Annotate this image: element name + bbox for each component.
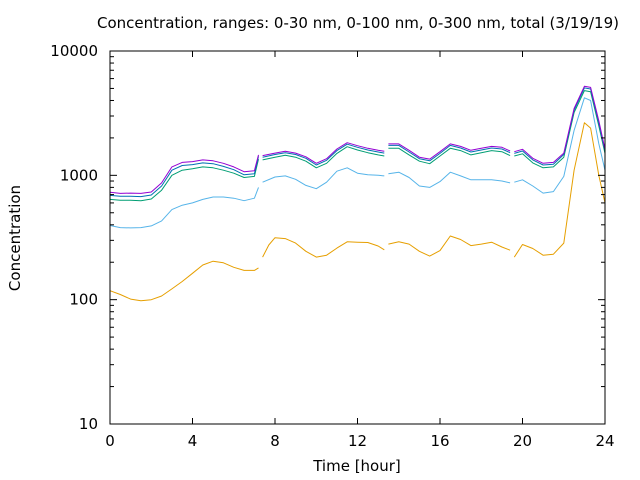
- series-segment: [109, 154, 259, 194]
- series-segment: [262, 237, 385, 258]
- x-tick-label: 24: [595, 432, 614, 450]
- series-segment: [388, 235, 511, 257]
- series-line-3: [109, 90, 606, 202]
- series-segment: [109, 187, 259, 229]
- y-tick-label: 100: [69, 291, 98, 309]
- chart-title: Concentration, ranges: 0-30 nm, 0-100 nm…: [97, 14, 619, 32]
- plot-frame: [109, 50, 606, 425]
- plot-lines: [109, 85, 606, 302]
- series-segment: [262, 146, 385, 169]
- series-segment: [262, 142, 385, 164]
- series-segment: [109, 260, 259, 302]
- x-tick-label: 8: [270, 432, 280, 450]
- x-tick-label: 4: [188, 432, 198, 450]
- series-segment: [388, 171, 511, 188]
- series-segment: [514, 90, 606, 169]
- series-line-2: [109, 97, 606, 229]
- x-axis-label: Time [hour]: [312, 457, 401, 475]
- series-segment: [262, 143, 385, 166]
- series-segment: [262, 167, 385, 190]
- y-axis: 10 100 1000 10000: [50, 42, 605, 433]
- y-tick-label: 10000: [50, 42, 98, 60]
- series-line-5: [109, 85, 606, 194]
- series-segment: [388, 147, 511, 165]
- x-tick-label: 12: [348, 432, 367, 450]
- x-axis: 0 4 8 12 16 20 24: [105, 51, 615, 450]
- series-segment: [109, 156, 259, 198]
- series-segment: [514, 97, 606, 194]
- y-tick-label: 10: [79, 415, 98, 433]
- series-line-1: [109, 122, 606, 302]
- series-segment: [109, 158, 259, 202]
- y-axis-label: Concentration: [6, 185, 24, 291]
- series-segment: [514, 85, 606, 164]
- y-tick-label: 1000: [60, 166, 98, 184]
- series-segment: [388, 144, 511, 162]
- x-tick-label: 0: [105, 432, 115, 450]
- x-tick-label: 20: [513, 432, 532, 450]
- series-segment: [388, 143, 511, 160]
- x-tick-label: 16: [430, 432, 449, 450]
- series-line-4: [109, 87, 606, 198]
- series-segment: [513, 122, 606, 258]
